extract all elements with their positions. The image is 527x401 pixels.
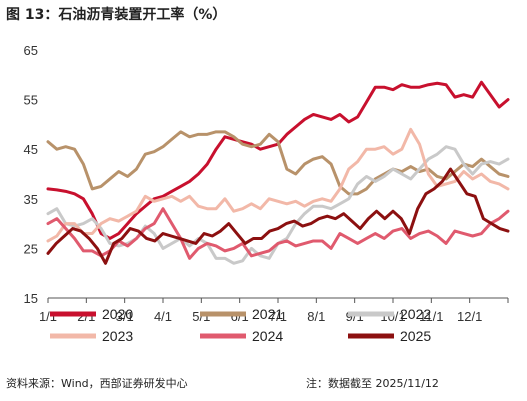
x-tick-label: 12/1 [457, 309, 482, 324]
y-tick-label: 65 [24, 43, 38, 58]
x-tick-label: 7/1 [269, 309, 287, 324]
note-text: 注：数据截至 2025/11/12 [306, 377, 439, 390]
series-line-2024 [46, 207, 510, 260]
legend-label-2023: 2023 [102, 328, 133, 344]
footer: 资料来源：Wind，西部证券研发中心 注：数据截至 2025/11/12 [6, 375, 521, 391]
x-tick-label: 11/1 [419, 309, 443, 324]
legend-label-2024: 2024 [252, 328, 283, 344]
series-line-2020 [46, 80, 510, 240]
y-tick-label: 55 [24, 93, 38, 108]
y-tick-label: 35 [24, 192, 38, 207]
source-text: 资料来源：Wind，西部证券研发中心 [6, 377, 188, 390]
series-line-2025 [46, 167, 510, 265]
x-tick-label: 8/1 [307, 309, 325, 324]
y-tick-label: 15 [24, 291, 38, 306]
y-tick-label: 25 [24, 241, 38, 256]
series-line-2023 [46, 127, 510, 243]
legend: 2020 2021 2022 2023 2024 2025 [50, 306, 431, 344]
series-line-2021 [46, 130, 510, 196]
x-tick-label: 4/1 [154, 309, 172, 324]
legend-label-2021: 2021 [252, 306, 283, 322]
series-line-2022 [46, 145, 510, 265]
legend-label-2025: 2025 [400, 328, 431, 344]
y-tick-label: 45 [24, 142, 38, 157]
chart-title: 图 13：石油沥青装置开工率（%） [6, 7, 227, 23]
series-layer [46, 80, 510, 265]
legend-label-2022: 2022 [400, 306, 431, 322]
y-axis: 15 25 35 45 55 65 [24, 43, 38, 306]
x-tick-label: 3/1 [116, 309, 134, 324]
legend-label-2020: 2020 [102, 306, 133, 322]
